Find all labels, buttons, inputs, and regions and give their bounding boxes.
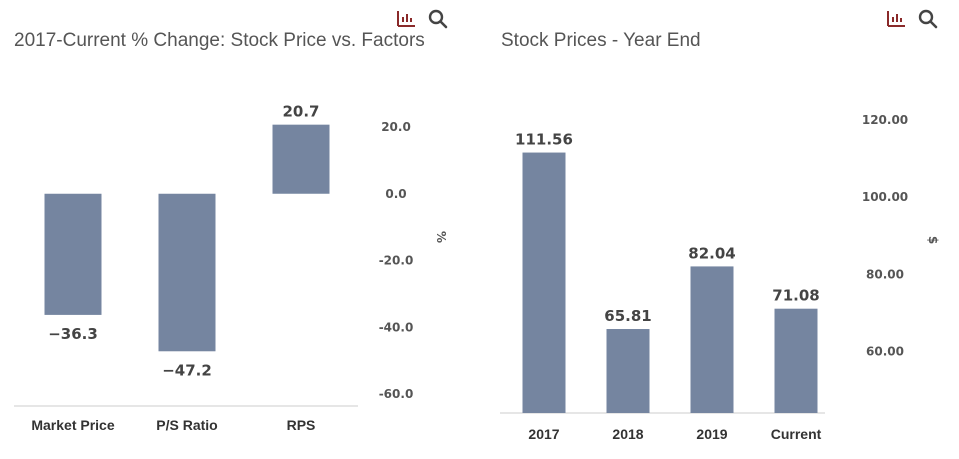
chart-panel-percent-change: 2017-Current % Change: Stock Price vs. F… — [14, 8, 449, 433]
x-tick-label: Current — [771, 426, 822, 442]
y-tick-label: 60.00 — [866, 344, 904, 358]
x-tick-label: RPS — [287, 417, 316, 433]
chart-title: Stock Prices - Year End — [501, 30, 701, 51]
bar-chart-icon[interactable] — [395, 8, 417, 30]
chart-toolbar — [885, 8, 939, 30]
chart-panel-stock-prices: Stock Prices - Year End 111.56 2017 65.81 2… — [480, 0, 959, 459]
data-label: 82.04 — [688, 244, 735, 262]
y-axis-label: % — [434, 231, 448, 243]
bar — [522, 152, 566, 413]
x-tick-label: Market Price — [31, 417, 114, 433]
x-tick-label: P/S Ratio — [156, 417, 217, 433]
y-tick-label: 80.00 — [866, 267, 904, 281]
bar-chart-percent-change: −36.3 Market Price −47.2 P/S Ratio 20.7 RPS 20… — [14, 103, 448, 433]
x-tick-label: 2018 — [612, 426, 643, 442]
data-label: −36.3 — [48, 325, 98, 343]
bar — [272, 124, 330, 194]
bar-chart-stock-prices: 111.56 2017 65.81 2018 82.04 2019 71.08 Current… — [500, 113, 940, 442]
data-label: 20.7 — [282, 103, 319, 121]
data-label: 65.81 — [604, 307, 651, 325]
bar — [606, 329, 650, 413]
y-tick-label: 100.00 — [862, 190, 908, 204]
y-tick-label: -40.0 — [379, 320, 414, 334]
data-label: 71.08 — [772, 287, 819, 305]
bar — [774, 308, 818, 413]
x-tick-label: 2017 — [528, 426, 559, 442]
data-label: 111.56 — [515, 131, 573, 149]
bar — [690, 266, 734, 413]
y-tick-label: 120.00 — [862, 113, 908, 127]
chart-toolbar — [395, 8, 449, 30]
data-label: −47.2 — [162, 361, 212, 379]
bar — [158, 193, 216, 352]
search-icon[interactable] — [427, 8, 449, 30]
bar-chart-icon[interactable] — [885, 8, 907, 30]
y-tick-label: -60.0 — [379, 387, 414, 401]
y-tick-label: 0.0 — [385, 187, 406, 201]
bar — [44, 193, 102, 315]
search-icon[interactable] — [917, 8, 939, 30]
chart-title: 2017-Current % Change: Stock Price vs. F… — [14, 30, 425, 51]
y-tick-label: -20.0 — [379, 254, 414, 268]
x-tick-label: 2019 — [696, 426, 727, 442]
y-tick-label: 20.0 — [381, 120, 411, 134]
y-axis-label: $ — [926, 236, 940, 244]
